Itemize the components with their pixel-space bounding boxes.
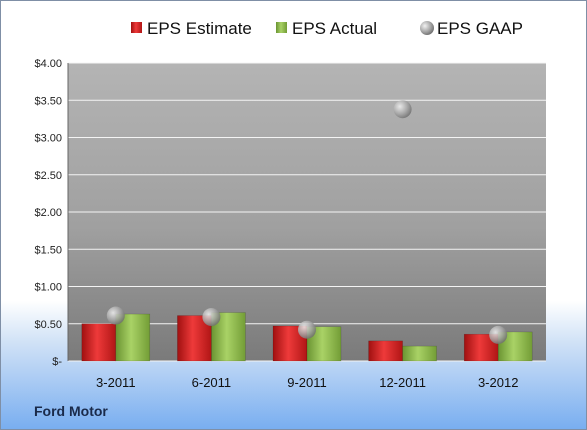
y-tick-label: $- bbox=[52, 356, 62, 368]
y-tick-label: $1.00 bbox=[34, 282, 62, 294]
x-tick-label: 3-2011 bbox=[96, 375, 136, 390]
point-eps-gaap bbox=[106, 306, 125, 325]
legend-label: EPS Estimate bbox=[147, 19, 252, 38]
legend-swatch bbox=[276, 22, 287, 33]
bar-eps-estimate bbox=[81, 323, 117, 362]
point-eps-gaap bbox=[298, 320, 316, 339]
y-tick-label: $1.50 bbox=[34, 244, 62, 256]
y-tick-label: $2.00 bbox=[34, 207, 62, 219]
legend-label: EPS Actual bbox=[292, 19, 377, 38]
x-tick-label: 3-2012 bbox=[478, 375, 518, 390]
point-eps-gaap bbox=[202, 308, 221, 327]
y-tick-label: $4.00 bbox=[34, 58, 62, 70]
company-label: Ford Motor bbox=[34, 403, 108, 419]
x-tick-label: 12-2011 bbox=[379, 375, 426, 390]
legend-swatch bbox=[420, 21, 434, 35]
bar-eps-estimate bbox=[368, 340, 403, 362]
x-tick-label: 6-2011 bbox=[192, 375, 232, 390]
x-tick-label: 9-2011 bbox=[287, 375, 327, 390]
legend-swatch bbox=[131, 22, 142, 33]
point-eps-gaap bbox=[393, 100, 412, 119]
y-tick-label: $3.00 bbox=[34, 133, 62, 145]
y-tick-label: $2.50 bbox=[34, 170, 62, 182]
point-eps-gaap bbox=[489, 325, 508, 344]
y-tick-label: $3.50 bbox=[34, 95, 62, 107]
bar-eps-actual bbox=[402, 345, 437, 362]
y-tick-label: $0.50 bbox=[34, 319, 62, 331]
legend-label: EPS GAAP bbox=[437, 19, 523, 38]
